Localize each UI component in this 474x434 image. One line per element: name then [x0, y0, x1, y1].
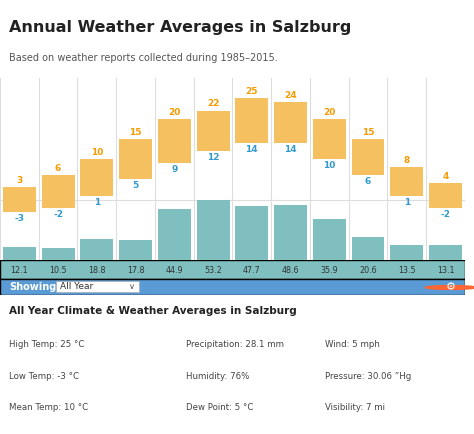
Text: 35.9: 35.9 — [320, 266, 338, 275]
Text: Wind: 5 mph: Wind: 5 mph — [325, 339, 380, 349]
Text: Based on weather reports collected during 1985–2015.: Based on weather reports collected durin… — [9, 53, 278, 63]
Text: 25: 25 — [246, 87, 258, 96]
Bar — [42, 175, 74, 208]
Text: Dew Point: 5 °C: Dew Point: 5 °C — [186, 404, 253, 412]
Bar — [158, 209, 191, 260]
FancyBboxPatch shape — [0, 279, 465, 295]
Bar — [390, 167, 423, 196]
Bar — [42, 248, 74, 260]
Text: Precipitation: 28.1 mm: Precipitation: 28.1 mm — [186, 339, 284, 349]
Bar — [274, 102, 307, 143]
Bar — [197, 200, 229, 260]
Text: 17.8: 17.8 — [127, 266, 145, 275]
Text: 5: 5 — [132, 181, 139, 191]
FancyBboxPatch shape — [0, 260, 465, 279]
Text: Visibility: 7 mi: Visibility: 7 mi — [325, 404, 385, 412]
Bar — [197, 111, 229, 151]
Text: All Year Climate & Weather Averages in Salzburg: All Year Climate & Weather Averages in S… — [9, 306, 297, 316]
Bar — [81, 159, 113, 196]
Text: 14: 14 — [246, 145, 258, 154]
Bar — [313, 220, 346, 260]
Text: 10: 10 — [91, 148, 103, 157]
Text: Low Temp: -3 °C: Low Temp: -3 °C — [9, 372, 79, 381]
Text: 10.5: 10.5 — [49, 266, 67, 275]
Bar — [235, 99, 268, 143]
Text: 1: 1 — [403, 197, 410, 207]
Text: 12: 12 — [207, 153, 219, 162]
Text: 20: 20 — [323, 108, 336, 117]
Text: 14: 14 — [284, 145, 297, 154]
Circle shape — [425, 286, 474, 289]
Bar — [119, 139, 152, 179]
Bar — [3, 247, 36, 260]
Text: Humidity: 76%: Humidity: 76% — [186, 372, 249, 381]
Text: 13.1: 13.1 — [437, 266, 454, 275]
Text: 44.9: 44.9 — [165, 266, 183, 275]
Bar — [3, 187, 36, 212]
Text: 6: 6 — [365, 178, 371, 186]
Bar — [119, 240, 152, 260]
Text: High Temp: 25 °C: High Temp: 25 °C — [9, 339, 85, 349]
Bar — [81, 239, 113, 260]
Text: 13.5: 13.5 — [398, 266, 416, 275]
Text: 24: 24 — [284, 92, 297, 100]
Text: 4: 4 — [442, 172, 448, 181]
Text: ∨: ∨ — [129, 282, 136, 291]
Text: 22: 22 — [207, 99, 219, 108]
Text: Showing:: Showing: — [9, 283, 61, 293]
Text: 10: 10 — [323, 161, 336, 170]
Text: Mean Temp: 10 °C: Mean Temp: 10 °C — [9, 404, 89, 412]
Bar — [429, 184, 462, 208]
Text: 47.7: 47.7 — [243, 266, 261, 275]
Text: 18.8: 18.8 — [88, 266, 106, 275]
Bar — [235, 206, 268, 260]
Text: -3: -3 — [14, 214, 24, 223]
Text: 8: 8 — [403, 156, 410, 165]
Bar — [429, 246, 462, 260]
Text: 3: 3 — [16, 177, 22, 185]
Text: 48.6: 48.6 — [282, 266, 299, 275]
Bar — [390, 245, 423, 260]
Bar — [352, 139, 384, 175]
Bar — [313, 118, 346, 159]
Text: 15: 15 — [129, 128, 142, 137]
Text: -2: -2 — [440, 210, 450, 219]
Text: 15: 15 — [362, 128, 374, 137]
Text: 20: 20 — [168, 108, 181, 117]
Text: Annual Weather Averages in Salzburg: Annual Weather Averages in Salzburg — [9, 20, 352, 35]
Text: 12.1: 12.1 — [10, 266, 28, 275]
Bar — [274, 205, 307, 260]
Text: All Year: All Year — [60, 282, 94, 291]
Text: Pressure: 30.06 ”Hg: Pressure: 30.06 ”Hg — [325, 372, 411, 381]
Text: 9: 9 — [171, 165, 177, 174]
Text: 6: 6 — [55, 164, 61, 173]
Text: -2: -2 — [53, 210, 63, 219]
Bar — [158, 118, 191, 163]
FancyBboxPatch shape — [56, 281, 139, 293]
Text: 20.6: 20.6 — [359, 266, 377, 275]
Text: 53.2: 53.2 — [204, 266, 222, 275]
Text: 1: 1 — [94, 197, 100, 207]
Text: ⚙: ⚙ — [446, 283, 456, 293]
Bar — [352, 237, 384, 260]
